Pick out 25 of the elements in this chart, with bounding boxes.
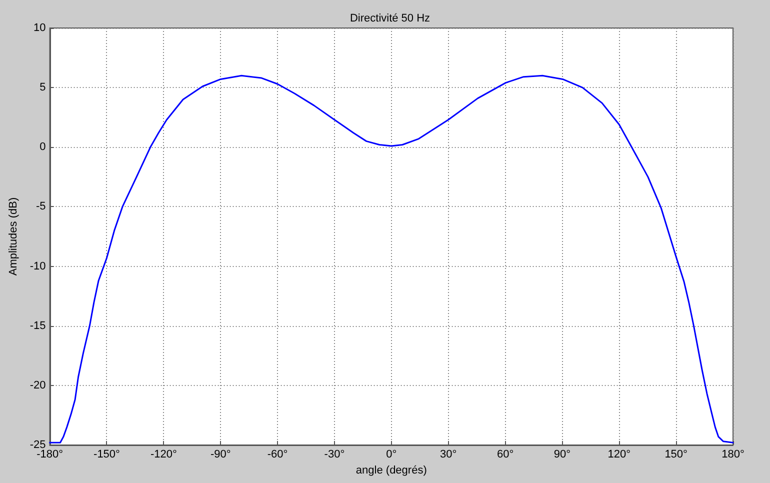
x-tick-label: 180° bbox=[722, 448, 744, 460]
line-series bbox=[49, 74, 734, 444]
y-tick-label: -25 bbox=[30, 439, 46, 451]
x-axis-title: angle (degrés) bbox=[356, 464, 427, 476]
x-tick-label: 60° bbox=[496, 448, 514, 460]
x-tick-label: -60° bbox=[267, 448, 288, 460]
y-tick-label: -10 bbox=[30, 260, 46, 272]
x-tick-label: 150° bbox=[664, 448, 688, 460]
x-tick-label: -150° bbox=[94, 448, 120, 460]
x-tick-label: 120° bbox=[608, 448, 631, 460]
y-tick-label: 0 bbox=[40, 141, 46, 154]
y-tick-label: 5 bbox=[40, 82, 46, 94]
x-tick-label: 30° bbox=[440, 448, 457, 460]
x-tick-label: -90° bbox=[210, 448, 231, 460]
x-tick-label: -180° bbox=[36, 448, 64, 460]
y-tick-label: -15 bbox=[30, 320, 46, 332]
y-tick-label: -20 bbox=[30, 379, 46, 392]
y-tick-label: 10 bbox=[34, 22, 46, 34]
y-tick-label: -5 bbox=[36, 200, 46, 213]
x-tick-label: -30° bbox=[324, 448, 345, 460]
chart-title: Directivité 50 Hz bbox=[350, 12, 430, 24]
y-axis-title: Amplitudes (dB) bbox=[8, 197, 20, 276]
x-tick-label: 0° bbox=[386, 448, 397, 460]
x-tick-label: 90° bbox=[554, 448, 571, 460]
x-tick-label: -120° bbox=[150, 448, 177, 460]
